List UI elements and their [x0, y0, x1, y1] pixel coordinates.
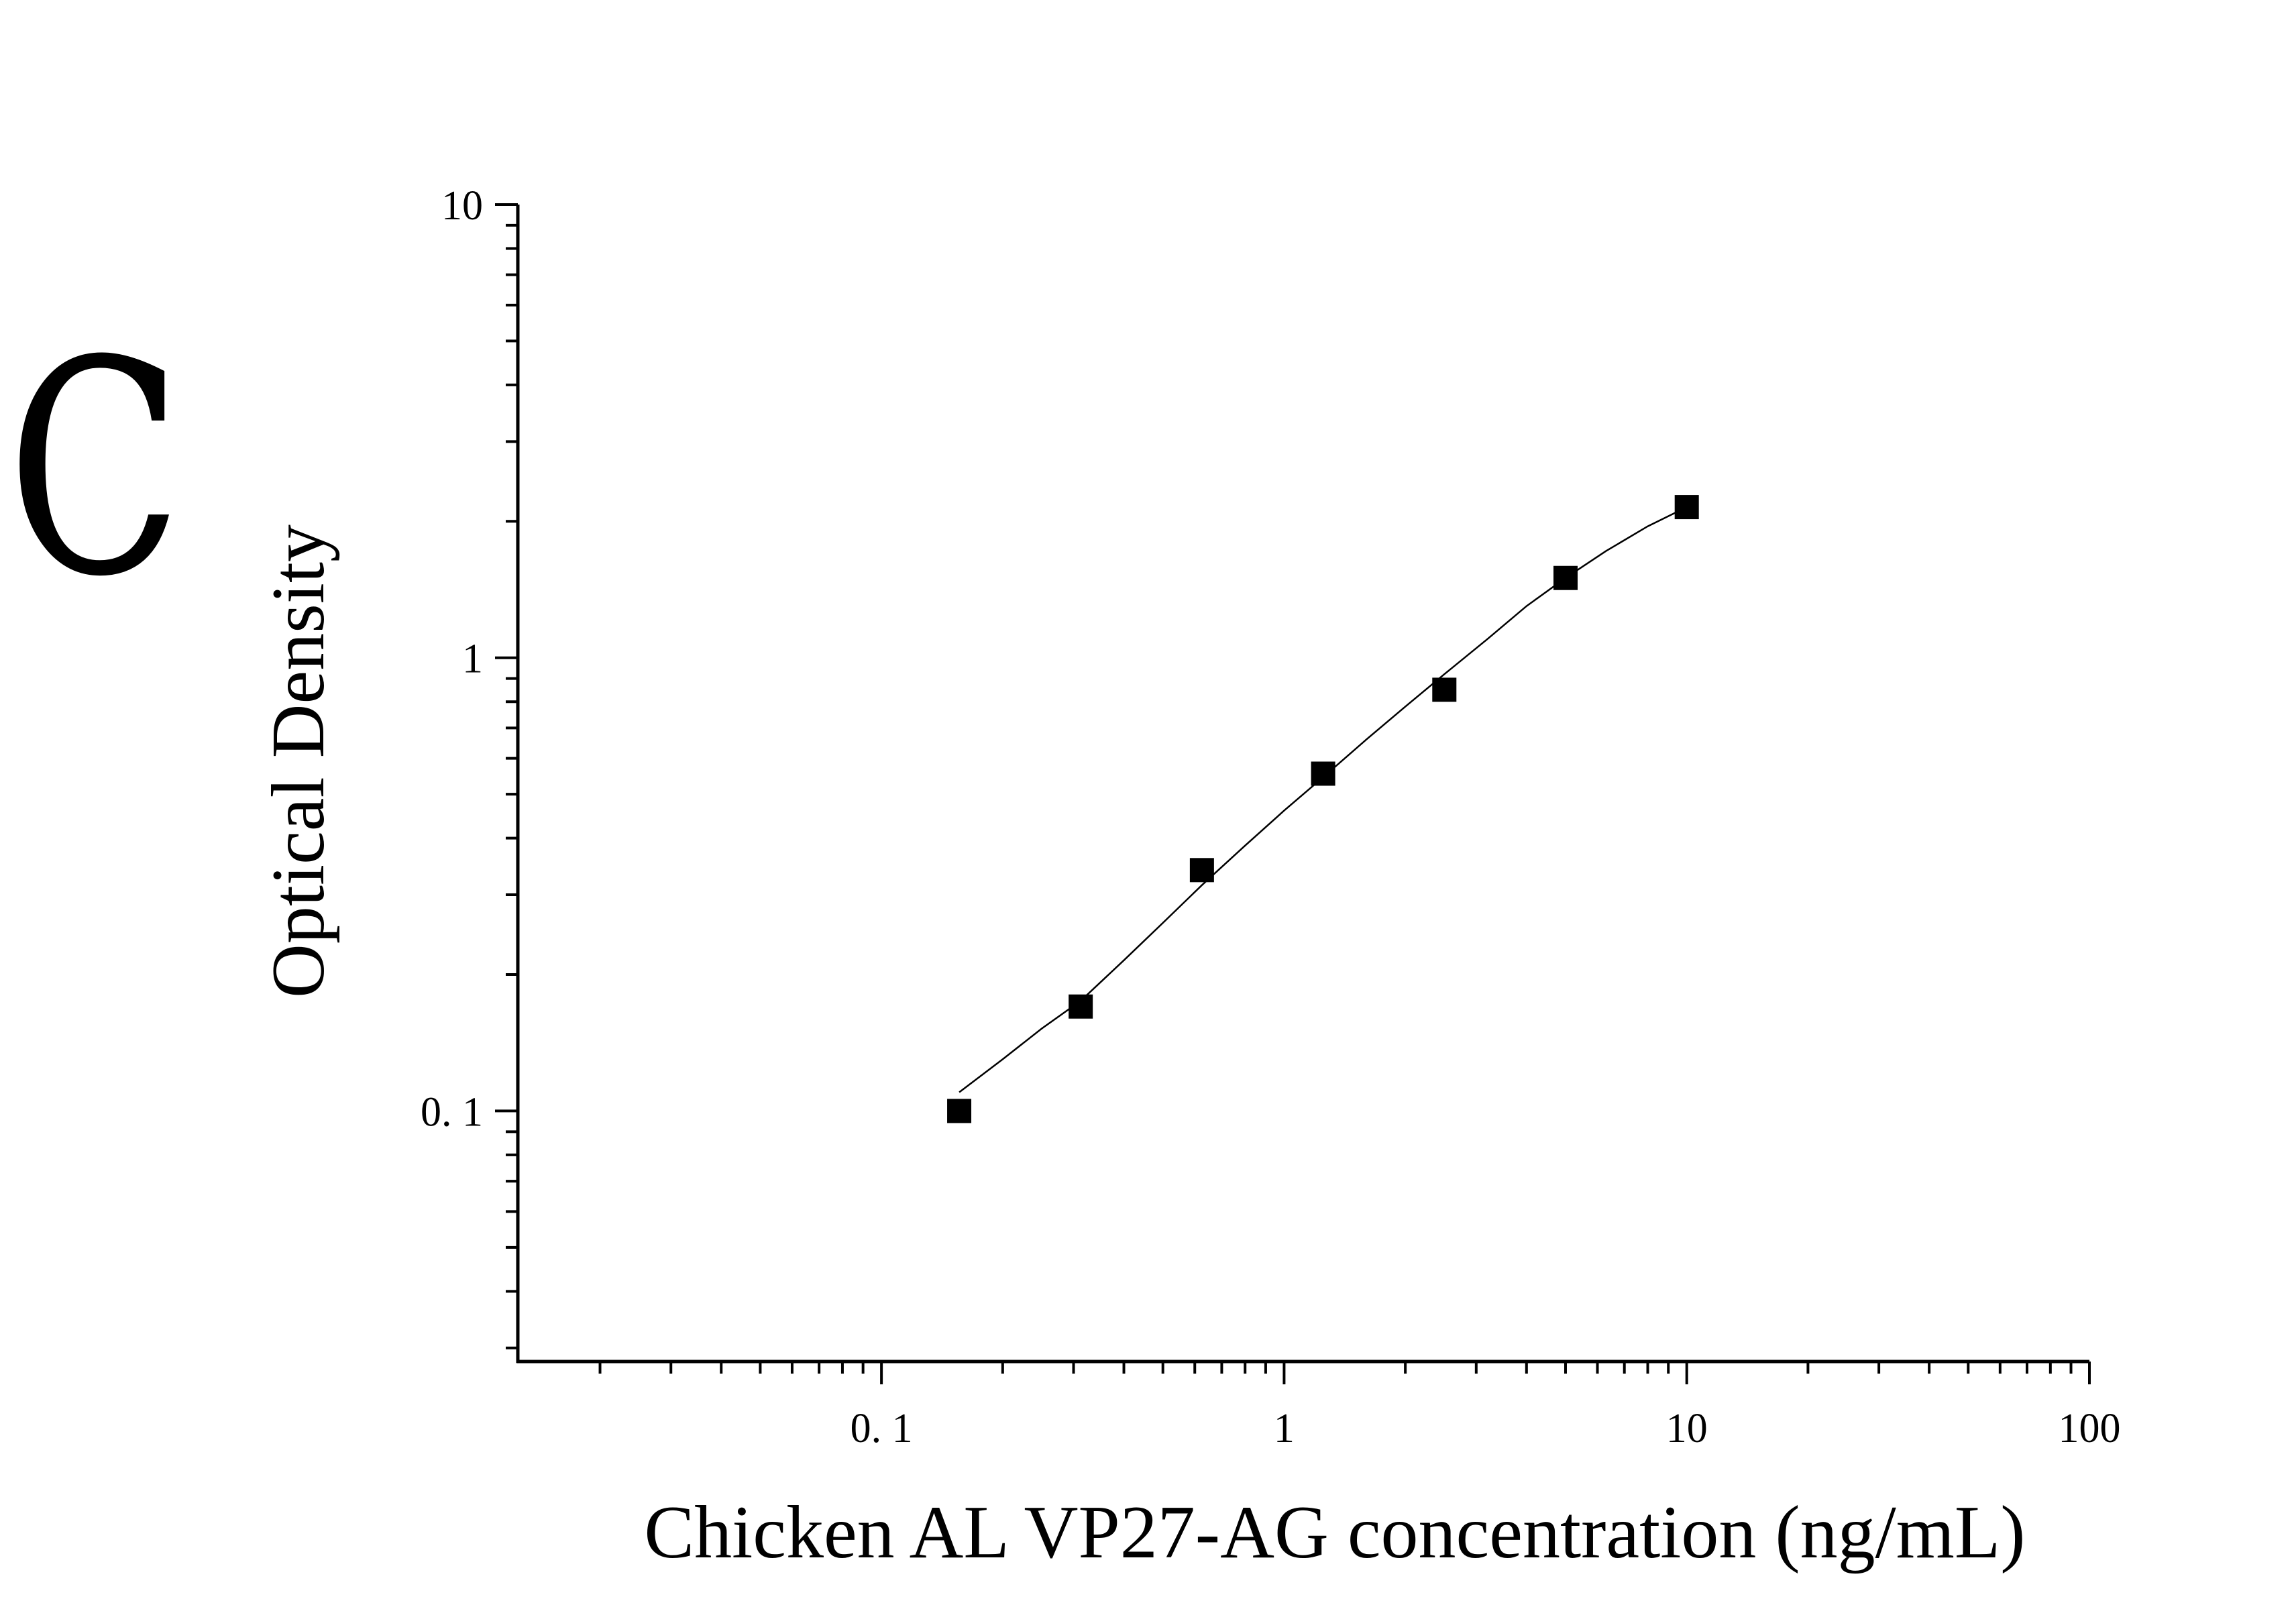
x-tick-label: 100 — [2059, 1406, 2121, 1451]
data-point — [1674, 495, 1699, 520]
x-tick-label: 1 — [1274, 1406, 1295, 1451]
y-axis-title: Optical Density — [257, 524, 340, 998]
data-point — [947, 1099, 972, 1123]
panel-label: C — [7, 298, 183, 641]
fit-curve — [959, 506, 1688, 1093]
y-tick-label: 10 — [441, 183, 483, 229]
y-tick-label: 0. 1 — [421, 1089, 483, 1135]
x-tick-label: 0. 1 — [851, 1406, 913, 1451]
data-point — [1311, 761, 1335, 786]
x-tick-label: 10 — [1666, 1406, 1708, 1451]
y-tick-label: 1 — [462, 636, 483, 682]
data-point — [1189, 858, 1214, 883]
x-axis-title: Chicken AL VP27-AG concentration (ng/mL) — [644, 1491, 2025, 1574]
data-point — [1069, 994, 1093, 1019]
data-point — [1553, 565, 1578, 590]
data-point — [1432, 677, 1457, 702]
